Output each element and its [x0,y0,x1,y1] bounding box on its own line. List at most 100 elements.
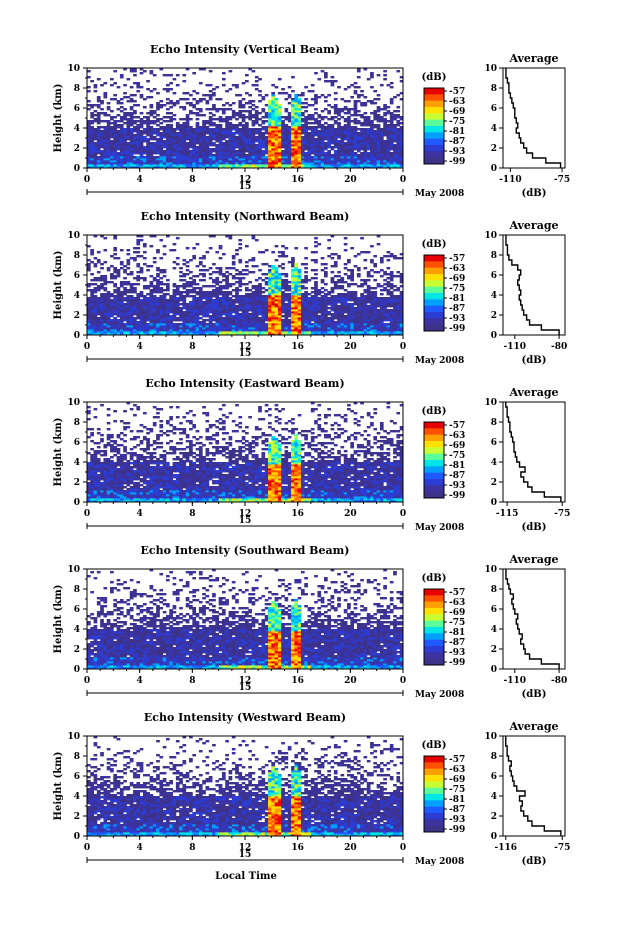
heatmap-cell [186,92,190,94]
heatmap-cell [136,275,140,277]
heatmap-cell [265,249,269,251]
heatmap-cell [153,136,157,138]
heatmap-cell [120,249,124,251]
heatmap-cell [278,78,282,80]
heatmap-cell [133,247,137,249]
heatmap-cell [232,295,236,297]
heatmap-cell [242,98,246,100]
heatmap-cell [209,285,213,287]
heatmap-cell [261,251,265,253]
heatmap-cell [308,297,312,299]
heatmap-cell [314,138,318,140]
heatmap-cell [367,116,371,118]
heatmap-cell [153,277,157,279]
heatmap-cell [117,124,121,126]
heatmap-cell [186,102,190,104]
heatmap-cell [242,273,246,275]
heatmap-cell [252,257,256,259]
heatmap-cell [393,144,397,146]
heatmap-cell [317,130,321,132]
heatmap-cell [169,100,173,102]
heatmap-cell [252,271,256,273]
heatmap-cell [265,273,269,275]
heatmap-cell [357,94,361,96]
heatmap-cell [285,108,289,110]
heatmap-cell [360,152,364,154]
heatmap-cell [357,86,361,88]
colorbar-swatch [424,113,444,120]
heatmap-cell [308,126,312,128]
heatmap-cell [87,259,91,261]
heatmap-cell [321,257,325,259]
heatmap-cell [130,295,134,297]
heatmap-cell [337,108,341,110]
heatmap-cell [327,311,331,313]
heatmap-cell [265,120,269,122]
heatmap-cell [225,102,229,104]
heatmap-cell [245,261,249,263]
heatmap-cell [202,301,206,303]
heatmap-cell [281,88,285,90]
heatmap-cell [173,128,177,130]
heatmap-cell [215,86,219,88]
heatmap-cell [321,287,325,289]
heatmap-cell [261,279,265,281]
heatmap-cell [301,112,305,114]
heatmap-cell [281,251,285,253]
heatmap-cell [311,259,315,261]
heatmap-cell [367,78,371,80]
heatmap-cell [140,277,144,279]
heatmap-cell [212,154,216,156]
y-tick-label: 2 [74,144,80,154]
heatmap-cell [248,106,252,108]
heatmap-cell [87,289,91,291]
heatmap-cell [189,295,193,297]
heatmap-cell [153,285,157,287]
heatmap-cell [202,269,206,271]
heatmap-cell [127,118,131,120]
heatmap-cell [314,72,318,74]
heatmap-cell [261,295,265,297]
heatmap-cell [370,72,374,74]
heatmap-cell [140,118,144,120]
heatmap-cell [159,132,163,134]
heatmap-cell [146,323,150,325]
heatmap-cell [113,289,117,291]
heatmap-cell [100,263,104,265]
heatmap-cell [321,279,325,281]
heatmap-cell [199,126,203,128]
heatmap-cell [317,243,321,245]
heatmap-cell [163,150,167,152]
heatmap-cell [387,120,391,122]
heatmap-cell [173,289,177,291]
heatmap-cell [176,297,180,299]
heatmap-cell [331,124,335,126]
heatmap-cell [285,293,289,295]
heatmap-cell [97,317,101,319]
heatmap-cell [176,317,180,319]
heatmap-cell [140,130,144,132]
heatmap-cell [176,263,180,265]
heatmap-cell [136,293,140,295]
heatmap-cell [94,257,98,259]
heatmap-cell [202,279,206,281]
heatmap-cell [159,118,163,120]
heatmap-cell [265,126,269,128]
heatmap-cell [130,271,134,273]
heatmap-cell [258,94,262,96]
heatmap-cell [163,269,167,271]
heatmap-cell [94,90,98,92]
heatmap-cell [317,289,321,291]
heatmap-cell [265,136,269,138]
heatmap-cell [156,279,160,281]
heatmap-cell [179,271,183,273]
heatmap-cell [337,118,341,120]
heatmap-cell [232,124,236,126]
heatmap-cell [248,271,252,273]
heatmap-cell [380,84,384,86]
heatmap-cell [235,253,239,255]
heatmap-cell [232,267,236,269]
heatmap-cell [159,100,163,102]
heatmap-cell [146,88,150,90]
heatmap-cell [242,283,246,285]
